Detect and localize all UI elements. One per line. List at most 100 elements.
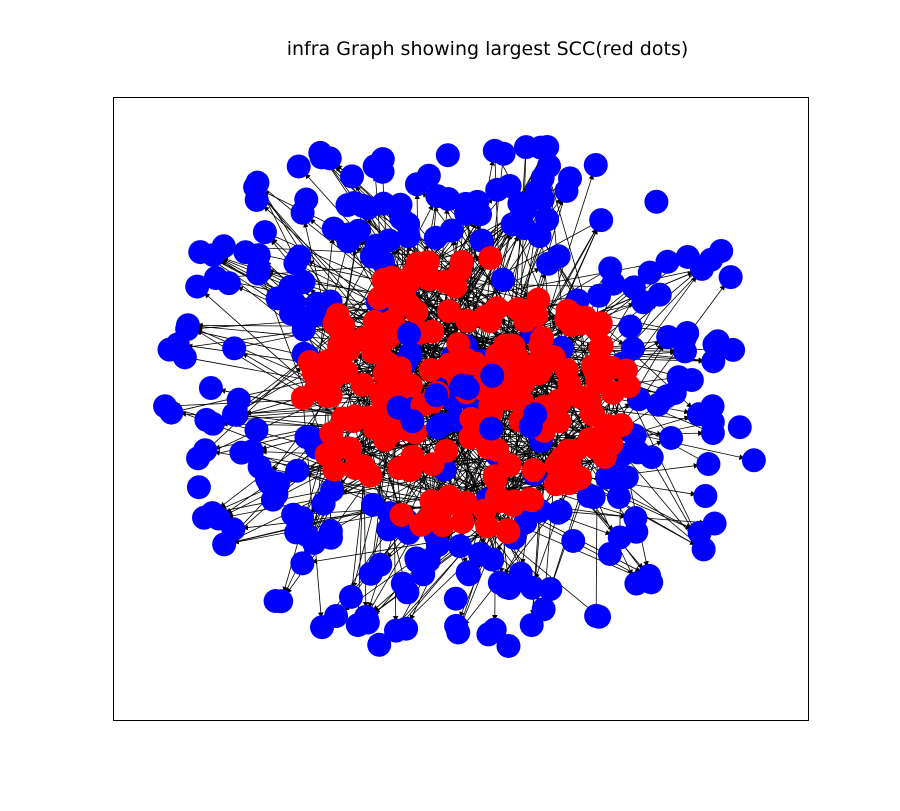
node-largest-scc — [557, 471, 582, 496]
node-other — [535, 207, 560, 232]
node-other — [336, 229, 361, 254]
node-other — [308, 140, 333, 165]
node-largest-scc — [485, 438, 510, 463]
node-other — [662, 381, 687, 406]
node-largest-scc — [420, 319, 445, 344]
node-largest-scc — [463, 351, 488, 376]
node-other — [538, 577, 563, 602]
node-other — [388, 192, 413, 217]
node-other — [465, 189, 490, 214]
node-largest-scc — [350, 372, 375, 397]
node-other — [490, 267, 515, 292]
node-other — [528, 179, 553, 204]
node-other — [370, 147, 395, 172]
node-other — [354, 606, 379, 631]
node-other — [548, 499, 573, 524]
node-largest-scc — [485, 296, 510, 321]
node-other — [390, 571, 415, 596]
node-other — [424, 383, 449, 408]
node-largest-scc — [398, 373, 423, 398]
node-other — [709, 238, 734, 263]
node-other — [467, 541, 492, 566]
node-other — [198, 375, 223, 400]
node-other — [221, 517, 246, 542]
node-largest-scc — [455, 308, 480, 333]
node-other — [435, 143, 460, 168]
node-largest-scc — [418, 503, 443, 528]
node-other — [647, 282, 672, 307]
node-other — [581, 485, 606, 510]
node-other — [290, 551, 315, 576]
node-other — [701, 349, 726, 374]
node-other — [601, 271, 626, 296]
node-largest-scc — [483, 466, 508, 491]
node-largest-scc — [475, 514, 500, 539]
node-other — [700, 420, 725, 445]
node-largest-scc — [396, 292, 421, 317]
node-other — [696, 452, 721, 477]
node-other — [425, 415, 450, 440]
node-largest-scc — [547, 409, 572, 434]
node-other — [561, 528, 586, 553]
node-largest-scc — [434, 438, 459, 463]
node-other — [320, 478, 345, 503]
node-other — [479, 416, 504, 441]
node-other — [201, 243, 226, 268]
node-other — [281, 502, 306, 527]
node-other — [583, 152, 608, 177]
node-largest-scc — [389, 502, 414, 527]
node-other — [480, 363, 505, 388]
node-other — [358, 561, 383, 586]
node-largest-scc — [341, 409, 366, 434]
node-largest-scc — [521, 458, 546, 483]
node-largest-scc — [367, 341, 392, 366]
network-graph — [153, 134, 766, 658]
edge — [234, 326, 335, 349]
node-largest-scc — [502, 489, 527, 514]
node-largest-scc — [577, 389, 602, 414]
node-other — [383, 618, 408, 643]
node-other — [514, 135, 539, 160]
node-other — [693, 483, 718, 508]
node-largest-scc — [367, 286, 392, 311]
node-other — [200, 501, 225, 526]
node-largest-scc — [580, 353, 605, 378]
node-other — [416, 548, 441, 573]
node-other — [233, 240, 258, 265]
node-other — [396, 212, 421, 237]
node-other — [655, 249, 680, 274]
node-largest-scc — [526, 287, 551, 312]
node-other — [243, 175, 268, 200]
node-other — [269, 589, 294, 614]
node-other — [338, 584, 363, 609]
node-other — [721, 337, 746, 362]
node-largest-scc — [321, 366, 346, 391]
node-other — [290, 200, 315, 225]
node-other — [359, 244, 384, 269]
node-largest-scc — [544, 453, 569, 478]
node-other — [531, 597, 556, 622]
node-largest-scc — [338, 436, 363, 461]
node-other — [286, 154, 311, 179]
node-other — [294, 522, 319, 547]
plot-area — [113, 97, 809, 721]
node-other — [597, 541, 622, 566]
node-other — [203, 265, 228, 290]
node-other — [443, 586, 468, 611]
node-largest-scc — [495, 518, 520, 543]
node-other — [446, 620, 471, 645]
node-other — [310, 615, 335, 640]
node-other — [659, 425, 684, 450]
node-largest-scc — [433, 269, 458, 294]
node-other — [482, 617, 507, 642]
node-other — [340, 164, 365, 189]
node-largest-scc — [584, 316, 609, 341]
node-other — [260, 487, 285, 512]
node-largest-scc — [435, 355, 460, 380]
node-other — [356, 196, 381, 221]
node-other — [318, 519, 343, 544]
node-other — [186, 475, 211, 500]
node-largest-scc — [502, 367, 527, 392]
node-other — [487, 570, 512, 595]
node-other — [285, 458, 310, 483]
